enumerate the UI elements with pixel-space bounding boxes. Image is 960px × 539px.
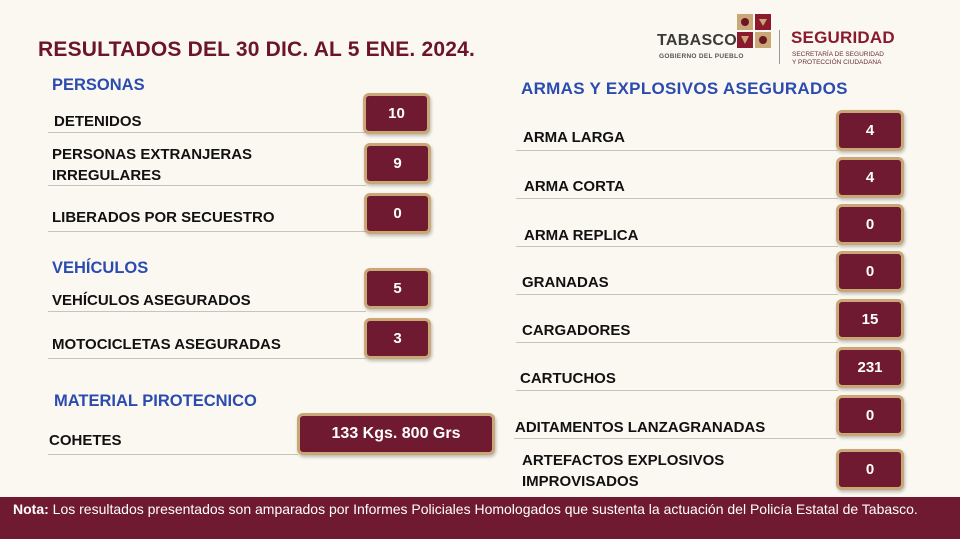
footer-note: Nota: Los resultados presentados son amp… <box>0 497 960 539</box>
value-arma-replica: 0 <box>836 204 904 245</box>
section-title-personas: PERSONAS <box>52 76 145 94</box>
row-divider <box>48 132 366 133</box>
row-divider <box>48 311 366 312</box>
row-divider <box>48 185 366 186</box>
row-divider <box>48 358 366 359</box>
row-divider <box>516 150 838 151</box>
value-liberados-secuestro: 0 <box>364 193 431 234</box>
section-title-pirotecnico: MATERIAL PIROTECNICO <box>54 392 257 410</box>
label-cohetes: COHETES <box>49 432 122 449</box>
seguridad-subtitle-line-2: Y PROTECCIÓN CIUDADANA <box>792 59 882 66</box>
logo-divider <box>779 30 780 64</box>
label-artefactos-explosivos-line2: IMPROVISADOS <box>522 473 639 490</box>
label-cartuchos: CARTUCHOS <box>520 370 616 387</box>
row-divider <box>48 231 366 232</box>
label-motocicletas-aseguradas: MOTOCICLETAS ASEGURADAS <box>52 336 281 353</box>
section-title-armas: ARMAS Y EXPLOSIVOS ASEGURADOS <box>521 79 848 98</box>
row-divider <box>516 390 838 391</box>
row-divider <box>516 198 838 199</box>
tabasco-emblem-icon <box>737 14 771 48</box>
value-aditamentos-lanzagranadas: 0 <box>836 395 904 436</box>
value-artefactos-explosivos: 0 <box>836 449 904 490</box>
footer-note-text: Los resultados presentados son amparados… <box>48 501 918 517</box>
value-vehiculos-asegurados: 5 <box>364 268 431 309</box>
page-title: RESULTADOS DEL 30 DIC. AL 5 ENE. 2024. <box>38 38 476 61</box>
label-vehiculos-asegurados: VEHÍCULOS ASEGURADOS <box>52 292 251 309</box>
logo-block: TABASCO GOBIERNO DEL PUEBLO SEGURIDAD SE… <box>655 12 925 68</box>
row-divider <box>48 454 298 455</box>
label-arma-corta: ARMA CORTA <box>524 178 625 195</box>
row-divider <box>516 342 838 343</box>
label-personas-extranjeras-line1: PERSONAS EXTRANJERAS <box>52 146 253 163</box>
value-granadas: 0 <box>836 251 904 292</box>
label-artefactos-explosivos-line1: ARTEFACTOS EXPLOSIVOS <box>522 452 725 469</box>
row-divider <box>516 246 838 247</box>
seguridad-subtitle-line-1: SECRETARÍA DE SEGURIDAD <box>792 51 884 58</box>
row-divider <box>514 438 836 439</box>
label-arma-replica: ARMA REPLICA <box>524 227 639 244</box>
tabasco-logo-text: TABASCO <box>657 32 738 49</box>
value-detenidos: 10 <box>363 93 430 134</box>
label-granadas: GRANADAS <box>522 274 609 291</box>
footer-note-label: Nota: <box>13 501 49 517</box>
section-title-vehiculos: VEHÍCULOS <box>52 259 149 277</box>
row-divider <box>516 294 838 295</box>
seguridad-logo-subtitle: SECRETARÍA DE SEGURIDAD Y PROTECCIÓN CIU… <box>792 51 922 67</box>
label-detenidos: DETENIDOS <box>54 113 142 130</box>
label-personas-extranjeras-line2: IRREGULARES <box>52 167 162 184</box>
value-arma-larga: 4 <box>836 110 904 151</box>
value-cohetes: 133 Kgs. 800 Grs <box>297 413 495 455</box>
label-cargadores: CARGADORES <box>522 322 631 339</box>
value-cargadores: 15 <box>836 299 904 340</box>
tabasco-logo-subtitle: GOBIERNO DEL PUEBLO <box>659 53 744 60</box>
value-arma-corta: 4 <box>836 157 904 198</box>
seguridad-logo-text: SEGURIDAD <box>791 28 895 47</box>
label-liberados-secuestro: LIBERADOS POR SECUESTRO <box>52 209 275 226</box>
label-arma-larga: ARMA LARGA <box>523 129 625 146</box>
value-cartuchos: 231 <box>836 347 904 388</box>
value-personas-extranjeras: 9 <box>364 143 431 184</box>
value-motocicletas-aseguradas: 3 <box>364 318 431 359</box>
label-aditamentos-lanzagranadas: ADITAMENTOS LANZAGRANADAS <box>515 419 766 436</box>
